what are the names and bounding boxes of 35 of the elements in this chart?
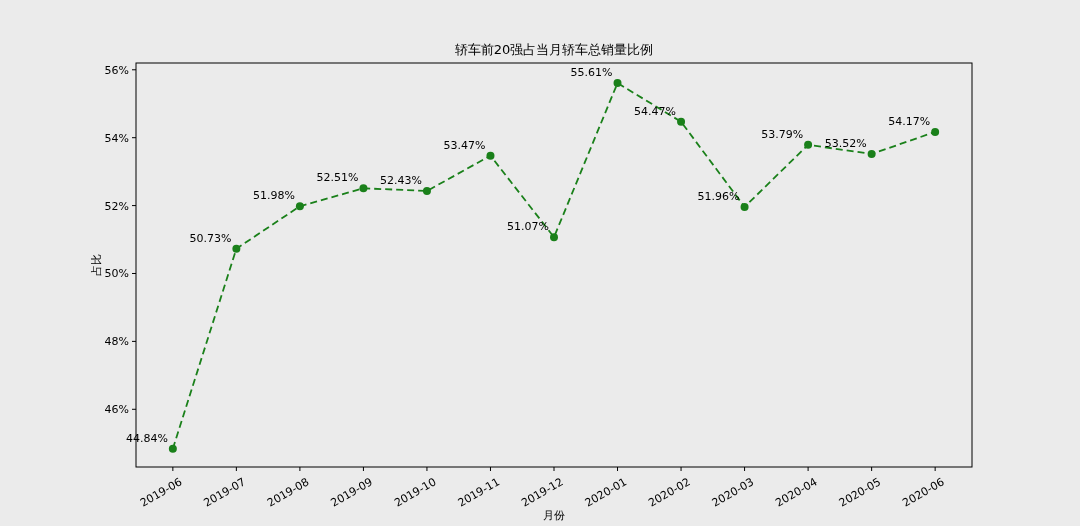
point (168, 444, 177, 453)
x-axis-title: 月份 (543, 509, 565, 522)
point (232, 244, 241, 253)
data-label: 54.17% (888, 114, 931, 128)
point (550, 233, 558, 242)
point (740, 202, 749, 211)
data-label: 51.98% (252, 189, 295, 203)
y-tick-label: 54% (104, 131, 129, 145)
data-label: 51.96% (697, 189, 740, 203)
point (931, 127, 940, 136)
data-label: 44.84% (125, 431, 168, 445)
data-label: 53.52% (824, 136, 867, 150)
point (422, 186, 431, 195)
y-tick-label: 48% (104, 335, 129, 349)
y-axis-title: 占比 (90, 254, 103, 276)
data-label: 52.51% (316, 171, 359, 185)
y-tick-label: 50% (104, 267, 129, 281)
data-label: 53.47% (443, 138, 486, 152)
data-label: 53.79% (761, 127, 804, 141)
chart-title: 轿车前20强占当月轿车总销量比例 (454, 42, 654, 57)
data-label: 50.73% (189, 231, 232, 245)
data-label: 54.47% (634, 104, 677, 118)
point (295, 202, 304, 211)
point (359, 184, 368, 193)
point (613, 79, 622, 88)
point (804, 140, 813, 149)
data-label: 52.43% (380, 173, 422, 187)
point (486, 151, 495, 160)
y-tick-label: 46% (104, 403, 129, 417)
data-label: 55.61% (570, 66, 613, 80)
point (677, 117, 686, 126)
y-tick-label: 56% (104, 63, 129, 77)
point (867, 149, 876, 158)
data-label: 51.07% (507, 220, 549, 234)
y-tick-label: 52% (104, 199, 129, 213)
